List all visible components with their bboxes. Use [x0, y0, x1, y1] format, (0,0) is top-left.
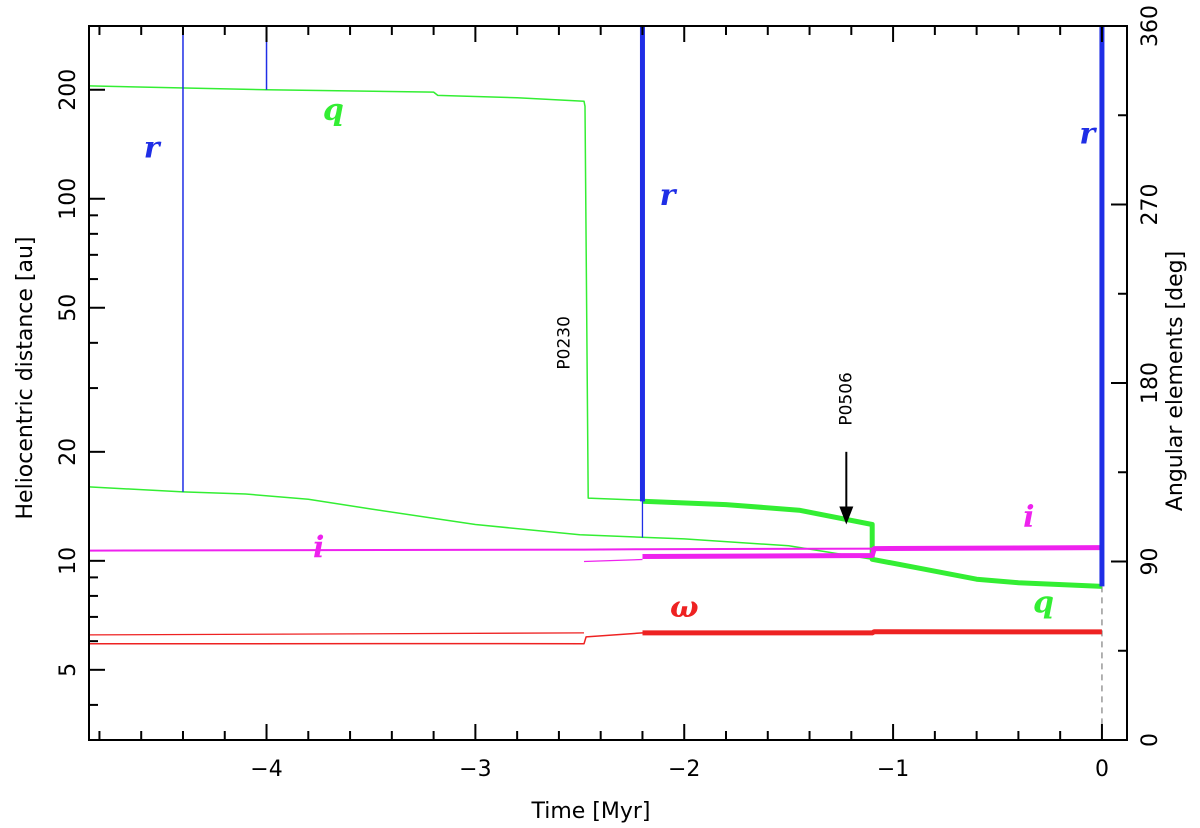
x-tick-label: −3	[459, 757, 491, 782]
series-line-omega-7	[88, 632, 643, 645]
x-tick-label: −1	[877, 757, 909, 782]
y-right-tick-label: 0	[1138, 733, 1163, 747]
series-line-q-1	[88, 486, 873, 561]
annotations: r r r q q i i ω P0230 P0506	[144, 93, 1098, 625]
series-layer	[88, 26, 1105, 740]
axis-ticks	[89, 25, 1127, 741]
series-label-i: i	[313, 531, 324, 566]
series-label-r: r	[1079, 117, 1097, 152]
x-tick-label: 0	[1095, 757, 1109, 782]
y-left-tick-label: 50	[56, 294, 81, 322]
series-label-r: r	[660, 178, 678, 213]
y-left-tick-label: 100	[56, 178, 81, 220]
annotation-arrow-head	[839, 506, 854, 525]
series-label-q: q	[323, 93, 344, 128]
y-right-tick-label: 180	[1138, 362, 1163, 404]
y-left-tick-label: 10	[56, 547, 81, 575]
y-left-tick-label: 20	[56, 438, 81, 466]
series-line-q-2	[642, 498, 1103, 589]
x-axis-title: Time [Myr]	[530, 799, 650, 824]
annotation-p0506: P0506	[836, 372, 856, 426]
x-tick-label: −2	[668, 757, 700, 782]
series-label-omega: ω	[670, 590, 699, 625]
series-line-i-4	[583, 558, 643, 563]
series-line-omega-6	[88, 632, 585, 636]
y-right-tick-label: 270	[1138, 184, 1163, 226]
tick-labels: −4 −3 −2 −1 0 5 10 20 50 100 200 0 90 180 270 360	[56, 5, 1163, 782]
series-label-i: i	[1023, 500, 1034, 535]
y-axis-left-title: Heliocentric distance [au]	[13, 236, 38, 519]
series-line-q-0	[88, 85, 643, 501]
series-line-omega-8	[642, 629, 1102, 636]
series-label-q: q	[1033, 585, 1054, 620]
y-right-tick-label: 360	[1138, 5, 1163, 47]
annotation-p0230: P0230	[554, 316, 574, 370]
y-left-tick-label: 5	[56, 663, 81, 677]
series-line-i-5	[642, 545, 1102, 559]
y-left-tick-label: 200	[56, 69, 81, 111]
y-axis-right-title: Angular elements [deg]	[1163, 251, 1188, 511]
x-tick-label: −4	[250, 757, 282, 782]
series-label-r: r	[144, 130, 162, 165]
y-right-tick-label: 90	[1138, 548, 1163, 576]
